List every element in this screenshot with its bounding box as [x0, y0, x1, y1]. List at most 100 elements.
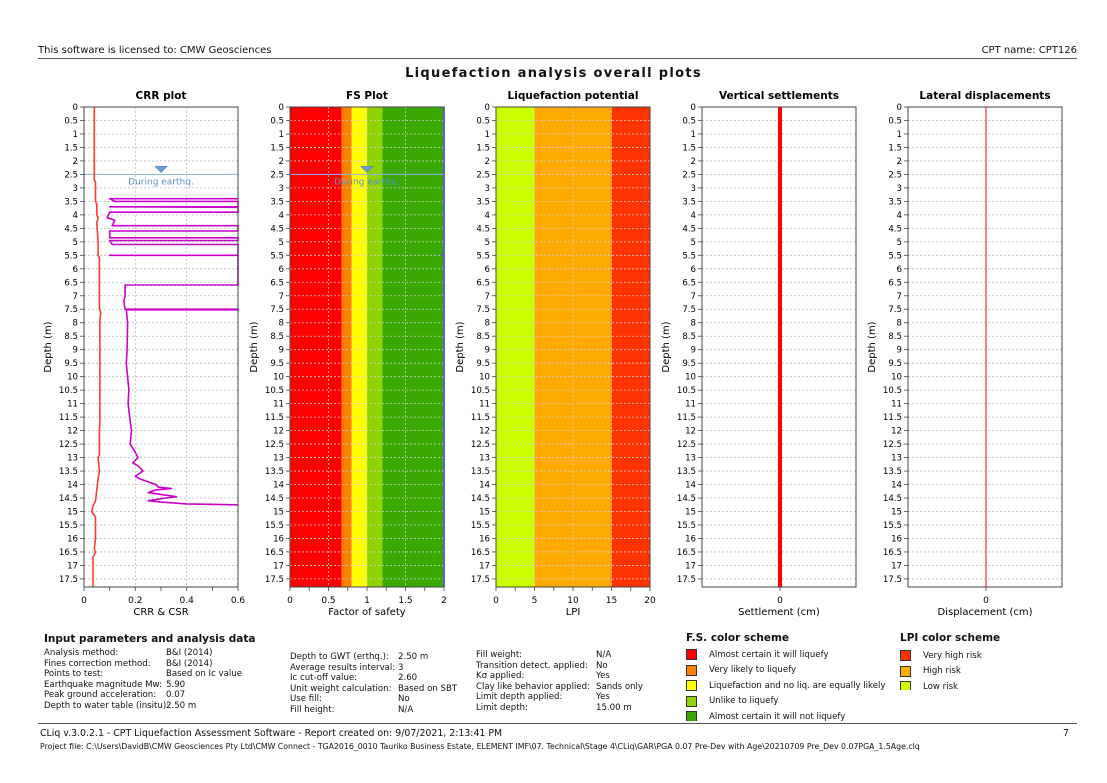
- legend-swatch: [686, 695, 697, 707]
- param-row: Limit depth: 15.00 m: [476, 703, 643, 714]
- y-tick-label: 11.5: [59, 413, 78, 423]
- y-axis-label: Depth (m): [455, 321, 466, 372]
- lpi-legend: Very high risk High risk Low risk: [900, 648, 1060, 690]
- y-tick-label: 6.5: [682, 278, 696, 288]
- y-tick-label: 15.5: [677, 521, 696, 531]
- legend-swatch: [686, 711, 697, 721]
- param-value: Yes: [596, 671, 610, 682]
- x-tick-label: 20: [644, 596, 656, 606]
- y-tick-label: 13: [273, 454, 284, 464]
- y-tick-label: 7: [897, 292, 902, 302]
- main-title: Liquefaction analysis overall plots: [405, 66, 702, 81]
- footer-divider: [38, 723, 1077, 724]
- y-tick-label: 11: [67, 400, 78, 410]
- y-tick-label: 17.5: [677, 575, 696, 585]
- y-tick-label: 11: [479, 400, 490, 410]
- legend-label: Liquefaction and no liq. are equally lik…: [709, 680, 886, 691]
- param-label: Analysis method:: [44, 648, 119, 658]
- param-value: B&I (2014): [166, 648, 213, 658]
- y-tick-label: 16: [685, 534, 696, 544]
- y-tick-label: 6: [485, 265, 490, 275]
- x-tick-label: 0.5: [321, 596, 335, 606]
- param-value: Sands only: [596, 681, 644, 692]
- y-tick-label: 15: [479, 507, 490, 517]
- license-text: This software is licensed to: CMW Geosci…: [38, 45, 272, 56]
- y-tick-label: 15: [685, 507, 696, 517]
- y-tick-label: 5: [691, 238, 696, 248]
- y-tick-label: 12.5: [265, 440, 284, 450]
- page-header: This software is licensed to: CMW Geosci…: [38, 45, 1077, 59]
- y-tick-label: 10.5: [265, 386, 284, 396]
- param-row: Peak ground acceleration: 0.07: [44, 690, 242, 701]
- y-tick-label: 2.5: [270, 170, 284, 180]
- water-table-label: During earthq.: [128, 177, 194, 187]
- legend-label: High risk: [923, 666, 961, 677]
- param-row: Earthquake magnitude Mw: 5.90: [44, 680, 242, 691]
- y-tick-label: 4: [73, 211, 78, 221]
- y-tick-label: 15.5: [59, 521, 78, 531]
- y-tick-label: 16: [891, 534, 902, 544]
- y-tick-label: 8.5: [270, 332, 284, 342]
- x-tick-label: 0: [287, 596, 293, 606]
- legend-swatch: [686, 680, 697, 692]
- y-tick-label: 2.5: [64, 170, 78, 180]
- legend-item: Very high risk: [900, 648, 1060, 664]
- legend-item: Unlike to liquefy: [686, 694, 906, 710]
- y-tick-label: 0.5: [476, 116, 490, 126]
- legend-label: Almost certain it will liquefy: [709, 649, 829, 660]
- x-axis-label: Displacement (cm): [938, 607, 1033, 618]
- y-tick-label: 7: [73, 292, 78, 302]
- y-tick-label: 7: [691, 292, 696, 302]
- y-tick-label: 15: [273, 507, 284, 517]
- y-tick-label: 13: [479, 454, 490, 464]
- y-tick-label: 1.5: [888, 143, 902, 153]
- y-tick-label: 5.5: [270, 251, 284, 261]
- y-tick-label: 3.5: [888, 197, 902, 207]
- y-tick-label: 14: [479, 481, 490, 491]
- y-tick-label: 12: [891, 427, 902, 437]
- param-row: Transition detect. applied: No: [476, 661, 643, 672]
- param-value: Yes: [596, 692, 610, 703]
- y-tick-label: 7.5: [64, 305, 78, 315]
- y-tick-label: 9: [73, 346, 78, 356]
- params-title: Input parameters and analysis data: [44, 633, 256, 645]
- y-tick-label: 4: [691, 211, 696, 221]
- y-tick-label: 9.5: [682, 359, 696, 369]
- y-tick-label: 0: [73, 103, 78, 113]
- y-tick-label: 7.5: [476, 305, 490, 315]
- y-tick-label: 1: [691, 130, 696, 140]
- x-tick-label: 1.5: [398, 596, 412, 606]
- x-axis-label: Factor of safety: [328, 607, 406, 618]
- y-tick-label: 8.5: [476, 332, 490, 342]
- y-tick-label: 3: [485, 184, 490, 194]
- lpi-scheme-title: LPI color scheme: [900, 632, 1001, 644]
- plot-frame: [907, 106, 1063, 588]
- param-value: 2.50 m: [166, 700, 197, 711]
- param-label: Depth to water table (insitu):: [44, 700, 170, 711]
- legend-swatch: [686, 649, 697, 661]
- param-row: Fill height: N/A: [290, 705, 457, 716]
- legend-item: Almost certain it will not liquefy: [686, 709, 906, 721]
- y-tick-label: 12.5: [883, 440, 902, 450]
- y-tick-label: 0.5: [64, 116, 78, 126]
- legend-label: Unlike to liquefy: [709, 696, 779, 707]
- y-tick-label: 7: [485, 292, 490, 302]
- y-tick-label: 11: [891, 400, 902, 410]
- y-tick-label: 15.5: [471, 521, 490, 531]
- y-tick-label: 17.5: [883, 575, 902, 585]
- y-tick-label: 11: [685, 400, 696, 410]
- y-tick-label: 5.5: [888, 251, 902, 261]
- y-tick-label: 9.5: [64, 359, 78, 369]
- y-tick-label: 5: [485, 238, 490, 248]
- y-tick-label: 5.5: [476, 251, 490, 261]
- y-tick-label: 0: [897, 103, 902, 113]
- param-row: Kσ applied: Yes: [476, 671, 643, 682]
- x-axis-label: CRR & CSR: [133, 607, 188, 618]
- param-label: Limit depth applied:: [476, 692, 563, 703]
- y-tick-label: 14: [891, 481, 902, 491]
- y-tick-label: 14.5: [471, 494, 490, 504]
- y-tick-label: 8.5: [888, 332, 902, 342]
- y-tick-label: 6: [73, 265, 78, 275]
- legend-item: Very likely to liquefy: [686, 663, 906, 679]
